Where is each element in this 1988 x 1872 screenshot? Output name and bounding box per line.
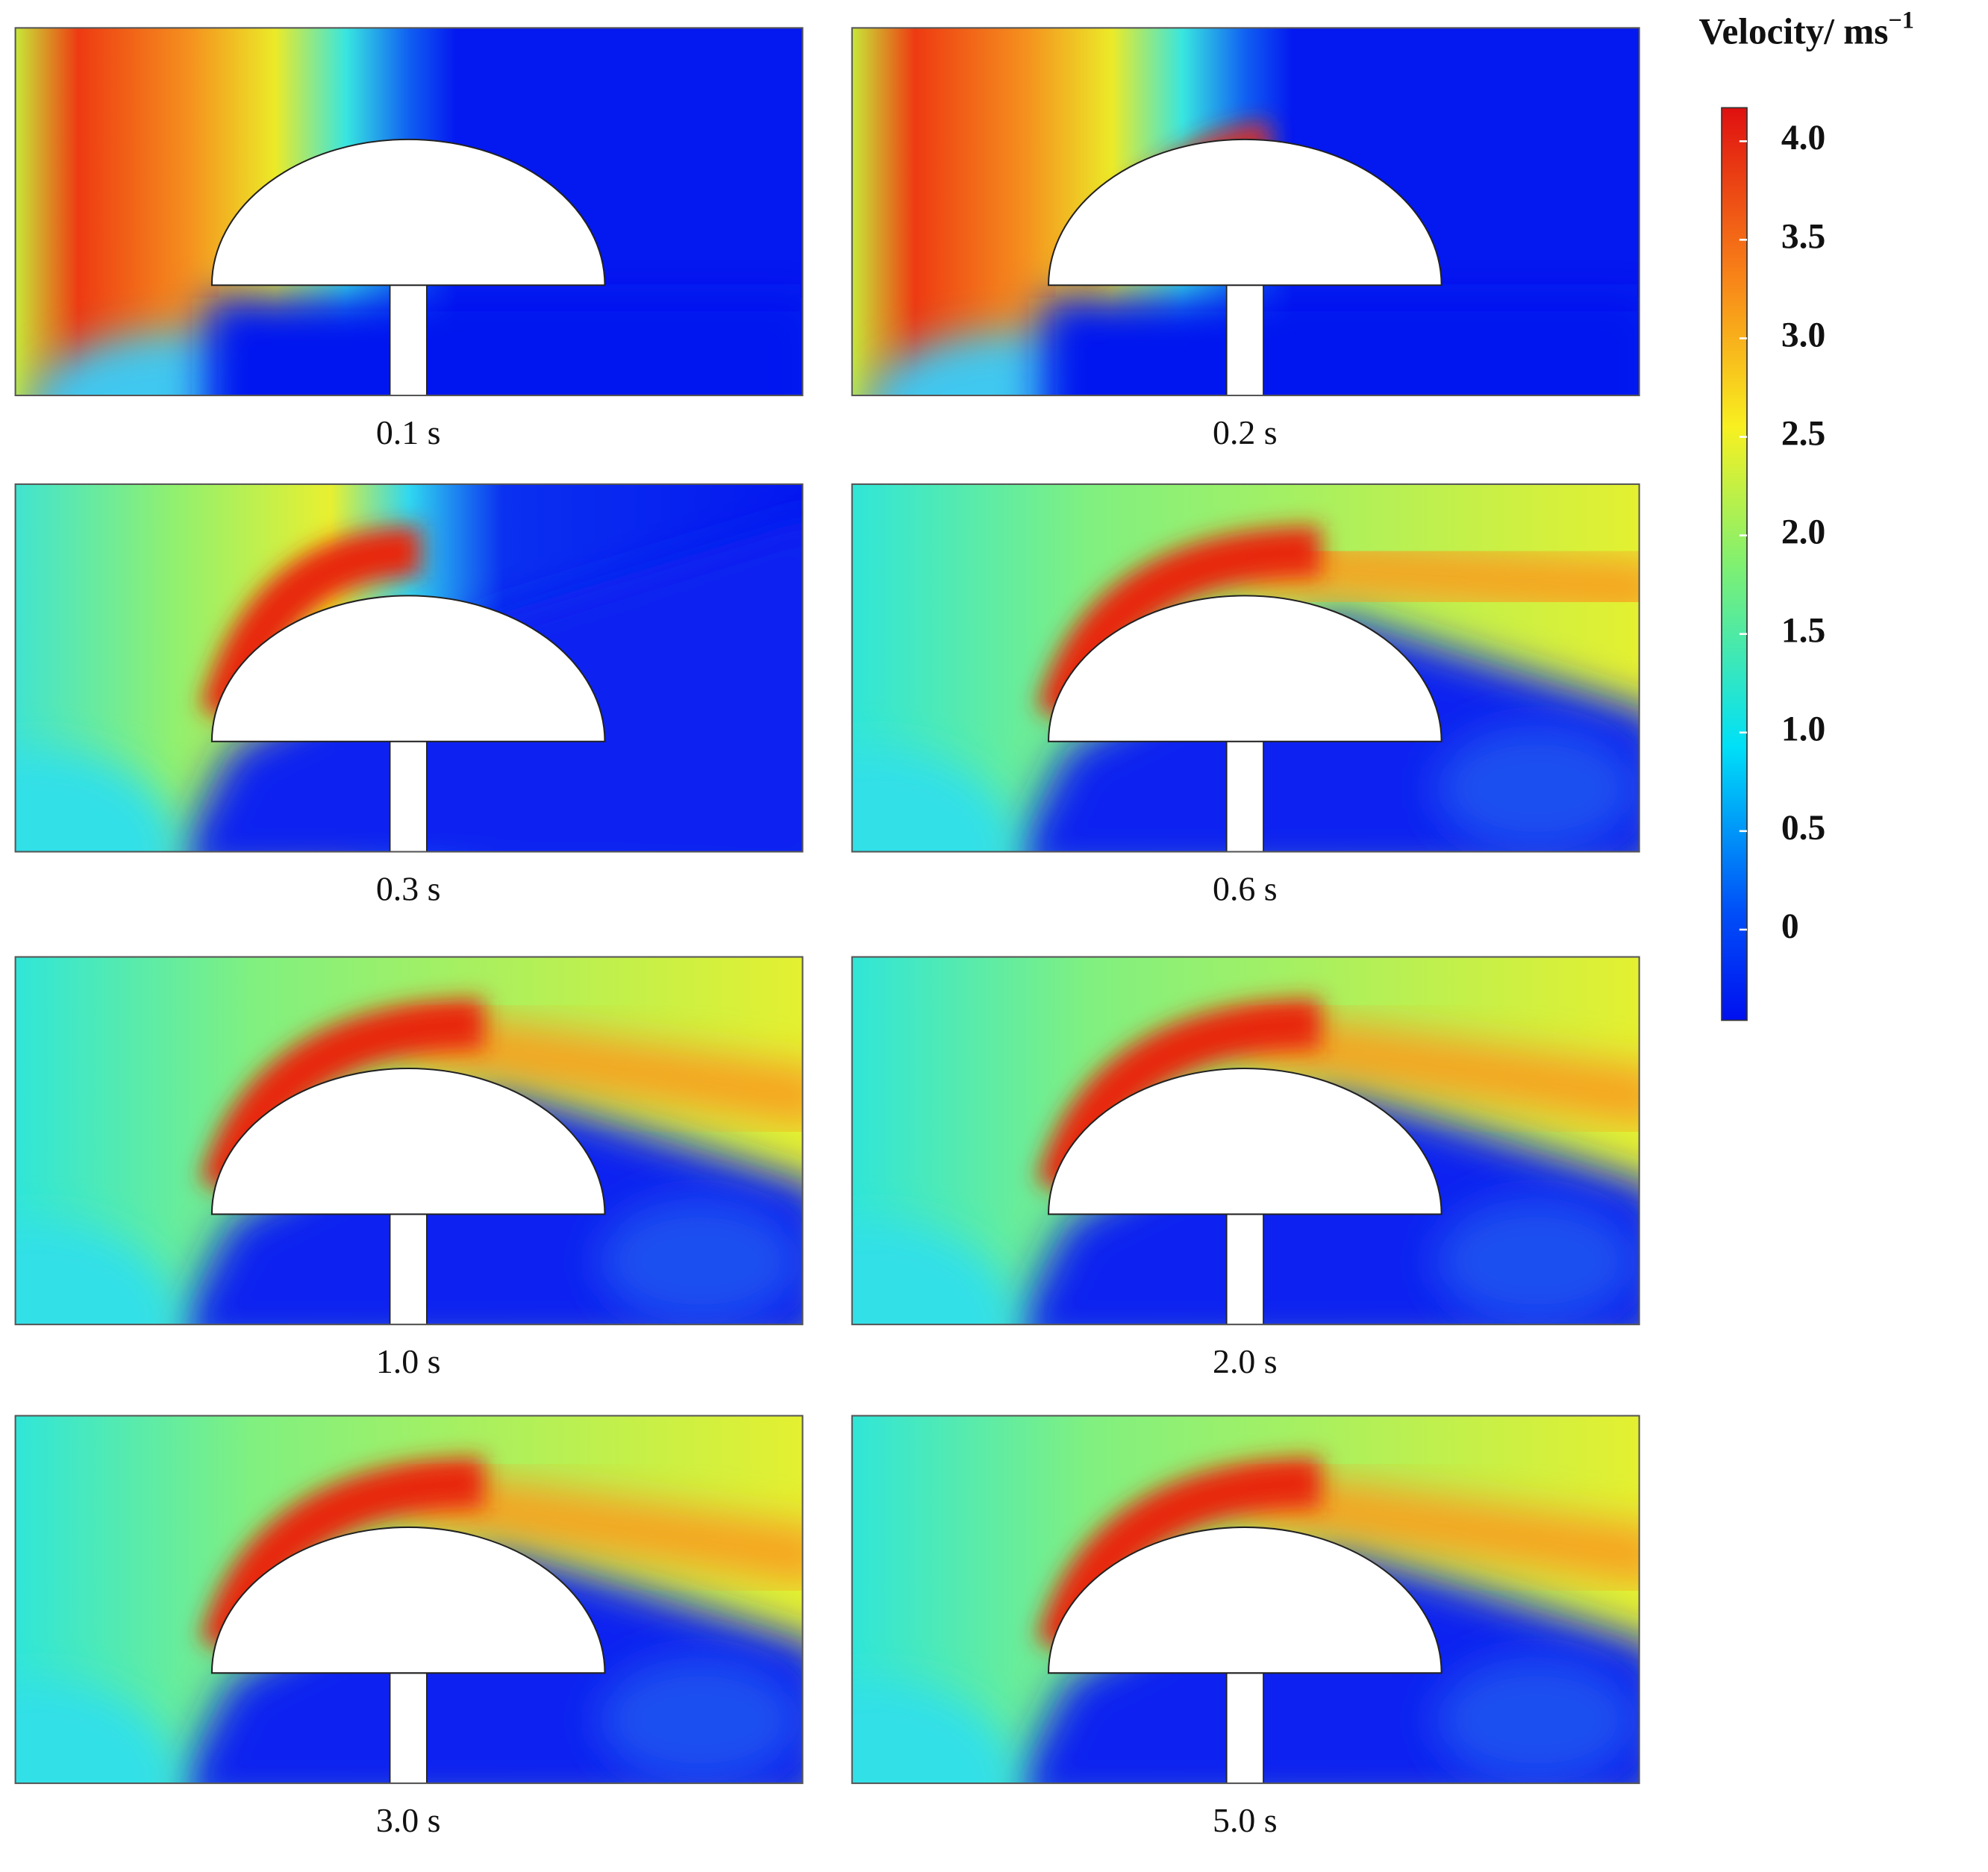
- panel: [851, 956, 1640, 1326]
- stem: [389, 284, 428, 396]
- colorbar-tick-label: 1.5: [1781, 612, 1825, 651]
- panel-frame: [14, 483, 804, 853]
- stem: [389, 1213, 428, 1326]
- vortex: [1435, 1656, 1638, 1784]
- panel: [14, 27, 804, 397]
- panel-frame: [14, 956, 804, 1326]
- panel: [851, 1415, 1640, 1785]
- colorbar-tick-label: 2.0: [1781, 513, 1825, 552]
- panel-label: 5.0 s: [1213, 1801, 1278, 1839]
- colorbar: Velocity/ ms−1 0 0.5 1.0 1.5 2.0 2.5 3.0 3.5 4.0: [1698, 7, 1914, 1021]
- panel-frame: [851, 483, 1640, 853]
- panel-label: 0.6 s: [1213, 869, 1278, 907]
- panel-label: 0.3 s: [376, 869, 441, 907]
- stem: [1225, 740, 1264, 853]
- colorbar-title: Velocity/ ms−1: [1698, 7, 1914, 52]
- inflow-region: [851, 1682, 1017, 1784]
- colorbar-title-superscript: −1: [1888, 7, 1914, 34]
- colorbar-tick-label: 3.0: [1781, 316, 1825, 354]
- dome: [210, 595, 606, 742]
- colorbar-tick-label: 4.0: [1781, 119, 1825, 157]
- panel-label: 3.0 s: [376, 1801, 441, 1839]
- panel-label: 0.2 s: [1213, 413, 1278, 451]
- wake: [1042, 298, 1640, 395]
- panel: [851, 27, 1640, 397]
- panel-label: 2.0 s: [1213, 1342, 1278, 1380]
- inflow-region: [15, 750, 181, 852]
- dome: [210, 1526, 606, 1674]
- panel: [851, 483, 1640, 853]
- panel-frame: [14, 1415, 804, 1785]
- dome: [1048, 595, 1442, 742]
- panel-frame: [851, 27, 1640, 397]
- dome: [210, 1067, 606, 1215]
- panel-label: 0.1 s: [376, 413, 441, 451]
- panel: [14, 1415, 804, 1785]
- colorbar-tick-label: 0.5: [1781, 809, 1825, 848]
- stem: [1225, 284, 1264, 396]
- dome: [210, 138, 606, 287]
- wake: [205, 298, 803, 395]
- inflow-region: [15, 1223, 181, 1325]
- panel: [14, 956, 804, 1326]
- inflow-region: [15, 1682, 181, 1784]
- inflow-region: [851, 1223, 1017, 1325]
- panel-frame: [14, 27, 804, 397]
- colorbar-tick-label: 3.5: [1781, 217, 1825, 256]
- panel: [14, 483, 804, 853]
- colorbar-tick-label: 1.0: [1781, 710, 1825, 749]
- panel-label: 1.0 s: [376, 1342, 441, 1380]
- stem: [389, 740, 428, 853]
- panel-frame: [851, 956, 1640, 1326]
- panels: 0.1 s 0.2 s 0.3 s 0.6 s 1.0 s 2.0 s 3.0 s 5.0 s: [14, 27, 1640, 1839]
- dome: [1048, 1526, 1442, 1674]
- colorbar-title-text: Velocity/ ms: [1698, 11, 1888, 52]
- inflow-region: [851, 750, 1017, 852]
- vortex: [1435, 724, 1638, 852]
- panel-frame: [851, 1415, 1640, 1785]
- colorbar-tick-label: 2.5: [1781, 414, 1825, 453]
- stem: [1225, 1213, 1264, 1326]
- vortex: [598, 1198, 801, 1325]
- dome: [1048, 1067, 1442, 1215]
- stem: [389, 1672, 428, 1784]
- dome: [1048, 138, 1442, 287]
- vortex: [598, 1656, 801, 1784]
- stem: [1225, 1672, 1264, 1784]
- colorbar-bar: [1721, 107, 1748, 1021]
- colorbar-tick-label: 0: [1781, 907, 1799, 946]
- vortex: [1435, 1198, 1638, 1325]
